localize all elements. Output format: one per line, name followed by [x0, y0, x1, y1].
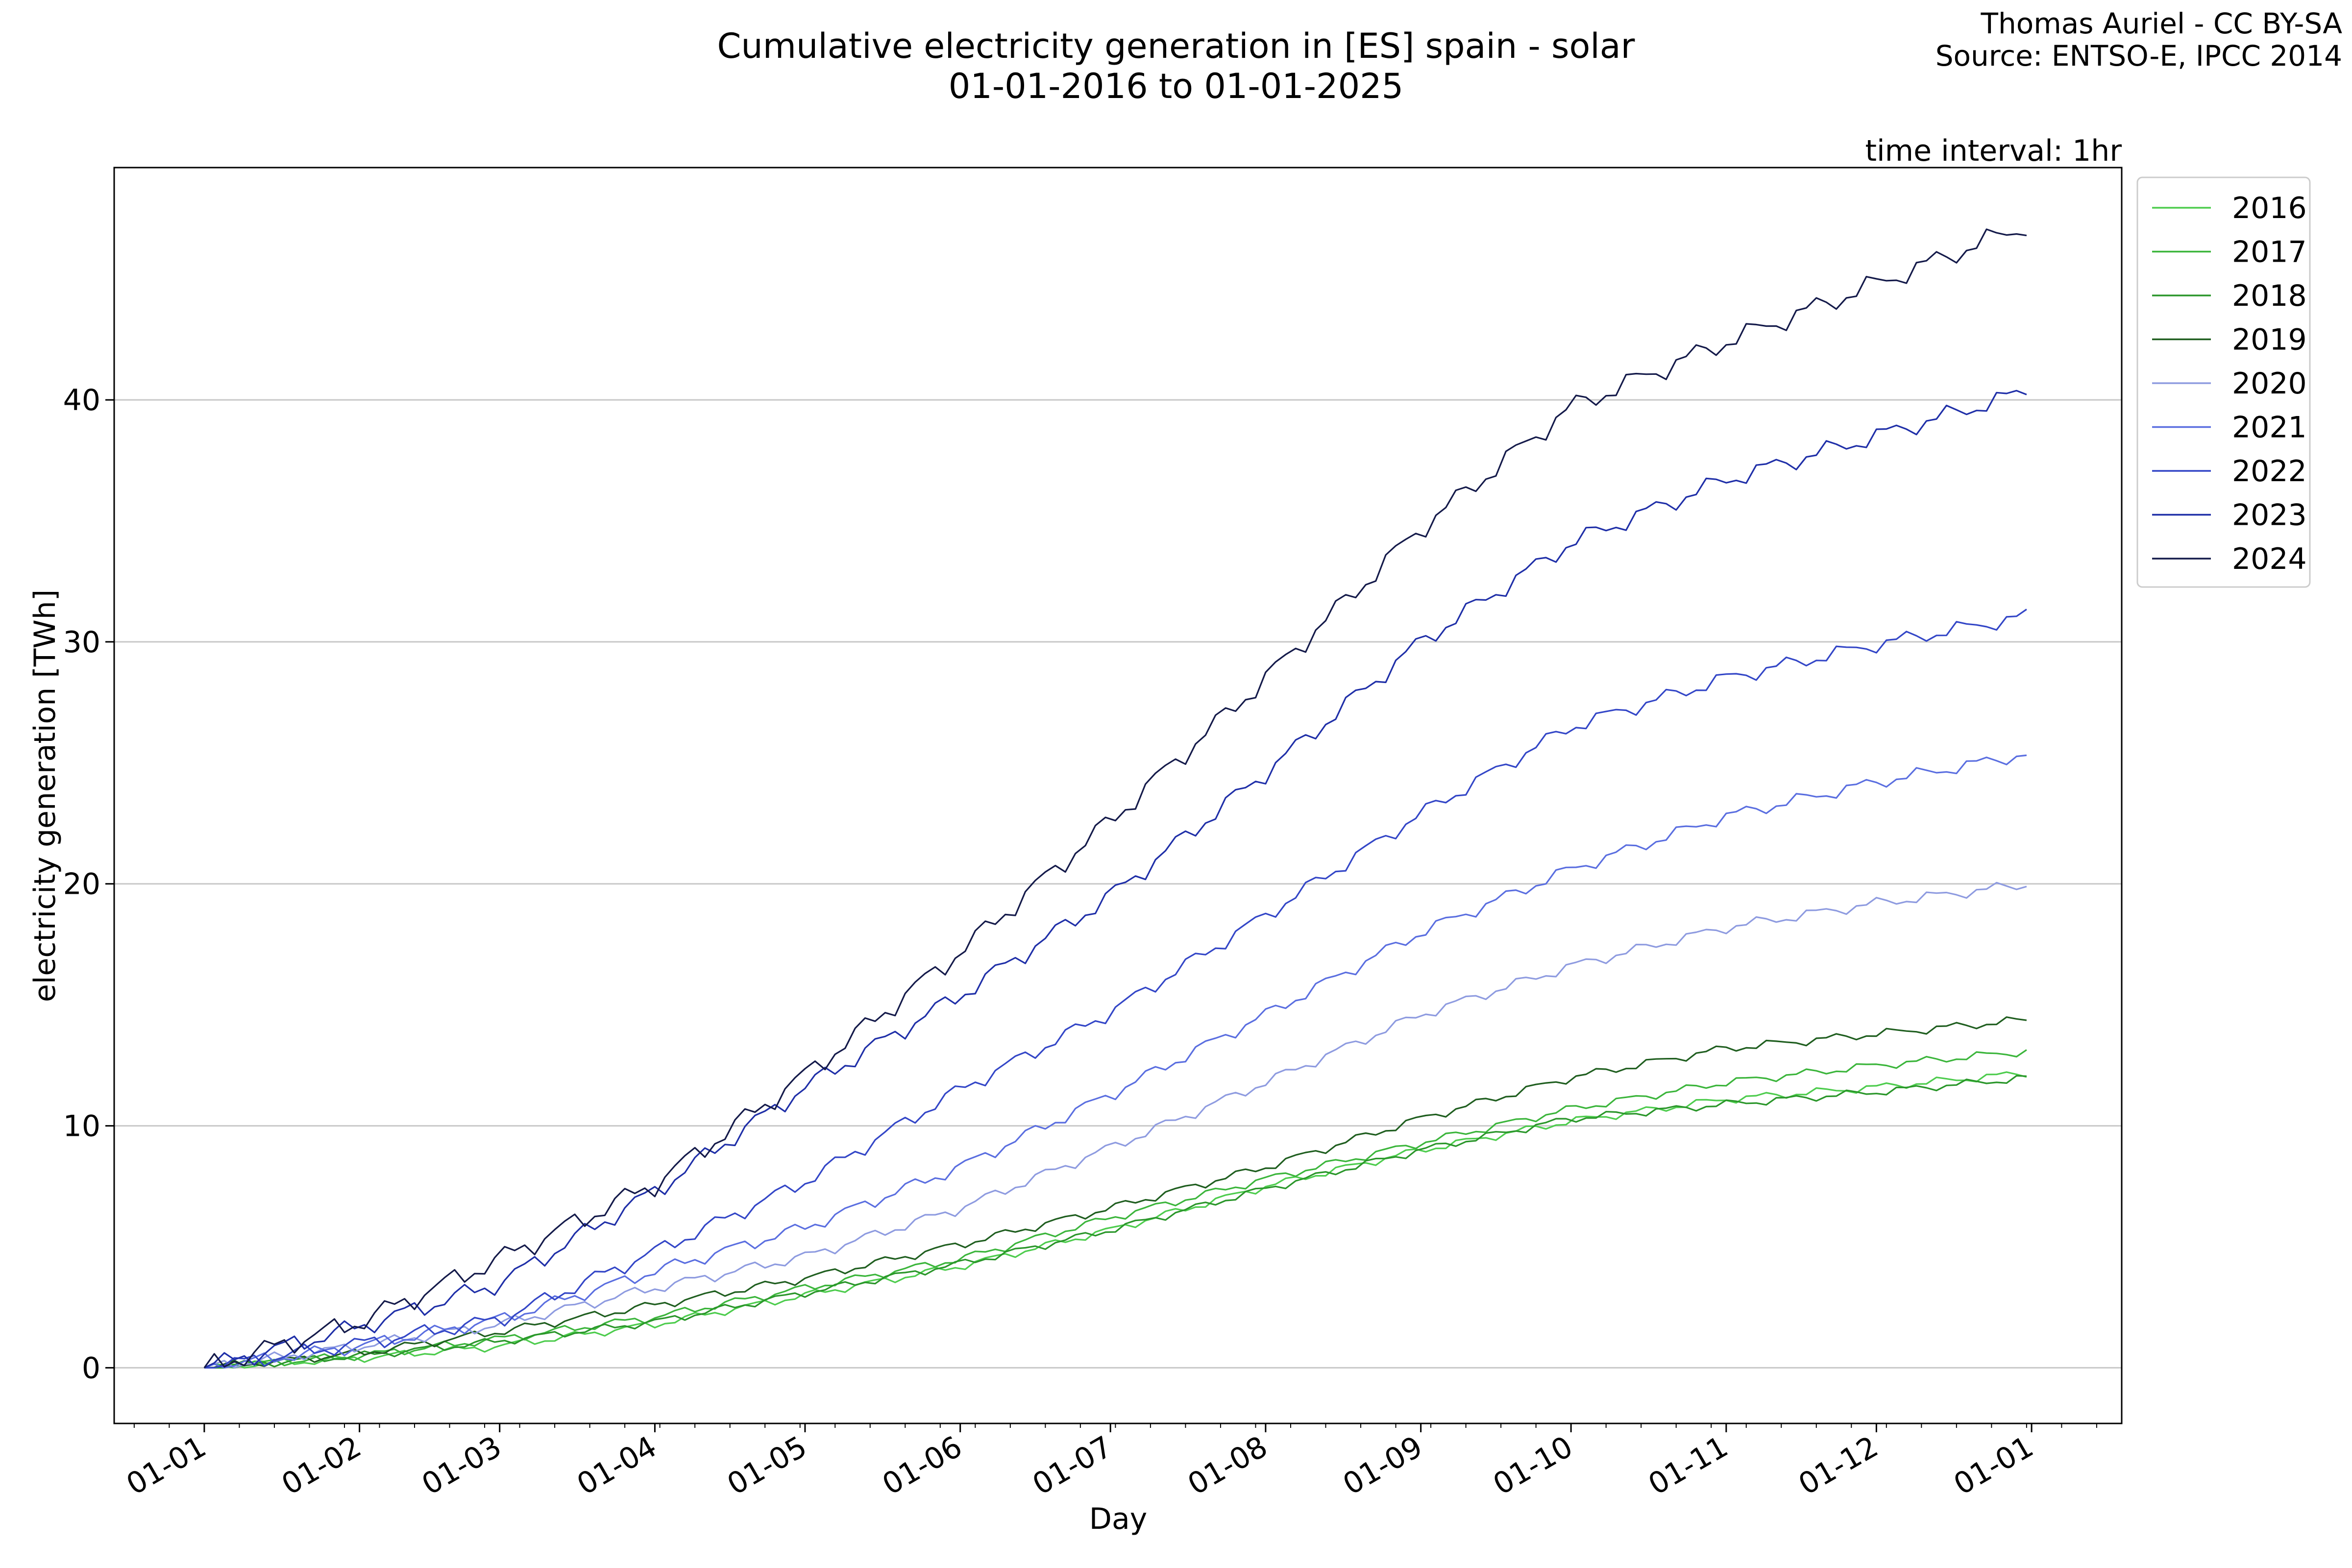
x-tick-label-2: 01-03: [416, 1429, 507, 1502]
series-line-2019: [204, 1016, 2027, 1369]
y-axis: 0 10 20 30 40: [63, 383, 114, 1385]
x-tick-label-7: 01-08: [1182, 1429, 1273, 1502]
legend-box: [2136, 176, 2311, 588]
x-tick-label-0: 01-01: [121, 1429, 212, 1502]
legend-label-2016: 2016: [2232, 191, 2307, 225]
legend-label-2019: 2019: [2232, 323, 2307, 357]
series-line-2024: [203, 228, 2027, 1369]
series-line-2022: [204, 609, 2027, 1369]
x-tick-label-6: 01-07: [1027, 1429, 1118, 1502]
x-tick-label-9: 01-10: [1488, 1429, 1579, 1502]
series-line-2018: [204, 1075, 2027, 1369]
series-lines: [203, 228, 2027, 1369]
chart-title: Cumulative electricity generation in [ES…: [717, 26, 1635, 66]
series-line-2021: [204, 754, 2027, 1369]
x-tick-label-1: 01-02: [276, 1429, 367, 1502]
legend-label-2020: 2020: [2232, 367, 2307, 401]
y-tick-label-3: 30: [63, 625, 100, 660]
legend-label-2023: 2023: [2232, 498, 2307, 533]
x-tick-label-5: 01-06: [877, 1429, 968, 1502]
credit-source: Source: ENTSO-E, IPCC 2014: [1936, 39, 2342, 73]
legend-label-2022: 2022: [2232, 454, 2307, 489]
legend-entries: 2016 2017 2018 2019 2020 2021 2022 2023 2024: [2152, 191, 2307, 576]
x-tick-label-4: 01-05: [721, 1429, 812, 1502]
x-axis-label: Day: [1089, 1502, 1147, 1536]
x-axis: 01-01 01-02 01-03 01-04 01-05 01-06 01-07 01-08…: [121, 1423, 2097, 1502]
x-tick-label-3: 01-04: [571, 1429, 662, 1502]
y-tick-label-1: 10: [63, 1109, 100, 1144]
y-tick-label-2: 20: [63, 867, 100, 902]
legend-label-2018: 2018: [2232, 279, 2307, 313]
plot-frame: [113, 167, 2123, 1424]
series-line-2017: [204, 1049, 2027, 1369]
series-line-2023: [204, 390, 2027, 1369]
series-line-2020: [204, 882, 2027, 1369]
time-interval-label: time interval: 1hr: [1865, 134, 2122, 168]
legend-label-2017: 2017: [2232, 235, 2307, 270]
series-line-2016: [204, 1071, 2027, 1369]
y-tick-label-4: 40: [63, 383, 100, 417]
x-tick-label-11: 01-12: [1793, 1429, 1884, 1502]
chart-subtitle: 01-01-2016 to 01-01-2025: [949, 66, 1403, 106]
y-axis-label: electricity generation [TWh]: [28, 589, 62, 1002]
legend-label-2021: 2021: [2232, 411, 2307, 445]
y-tick-label-0: 0: [82, 1351, 100, 1385]
x-tick-label-8: 01-09: [1337, 1429, 1428, 1502]
legend-label-2024: 2024: [2232, 542, 2307, 576]
x-tick-label-10: 01-11: [1642, 1429, 1734, 1502]
legend: 2016 2017 2018 2019 2020 2021 2022 2023 2024: [2136, 176, 2311, 588]
credit-author: Thomas Auriel - CC BY-SA: [1981, 7, 2343, 40]
x-tick-label-12: 01-01: [1948, 1429, 2039, 1502]
